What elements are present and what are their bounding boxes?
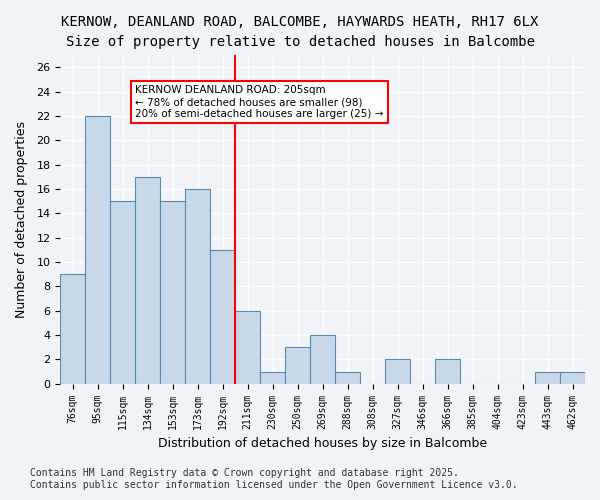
Bar xyxy=(335,372,360,384)
Text: KERNOW DEANLAND ROAD: 205sqm
← 78% of detached houses are smaller (98)
20% of se: KERNOW DEANLAND ROAD: 205sqm ← 78% of de… xyxy=(135,86,383,118)
Bar xyxy=(535,372,560,384)
Bar xyxy=(385,360,410,384)
Bar xyxy=(185,189,210,384)
Bar xyxy=(61,274,85,384)
Bar xyxy=(235,310,260,384)
Bar xyxy=(560,372,585,384)
Bar xyxy=(285,347,310,384)
Text: Size of property relative to detached houses in Balcombe: Size of property relative to detached ho… xyxy=(65,35,535,49)
Bar xyxy=(110,201,135,384)
Bar xyxy=(310,335,335,384)
Text: KERNOW, DEANLAND ROAD, BALCOMBE, HAYWARDS HEATH, RH17 6LX: KERNOW, DEANLAND ROAD, BALCOMBE, HAYWARD… xyxy=(61,15,539,29)
Y-axis label: Number of detached properties: Number of detached properties xyxy=(15,121,28,318)
Bar xyxy=(210,250,235,384)
Bar xyxy=(435,360,460,384)
Bar xyxy=(160,201,185,384)
X-axis label: Distribution of detached houses by size in Balcombe: Distribution of detached houses by size … xyxy=(158,437,487,450)
Bar xyxy=(135,176,160,384)
Bar xyxy=(85,116,110,384)
Text: Contains HM Land Registry data © Crown copyright and database right 2025.
Contai: Contains HM Land Registry data © Crown c… xyxy=(30,468,518,490)
Bar xyxy=(260,372,285,384)
